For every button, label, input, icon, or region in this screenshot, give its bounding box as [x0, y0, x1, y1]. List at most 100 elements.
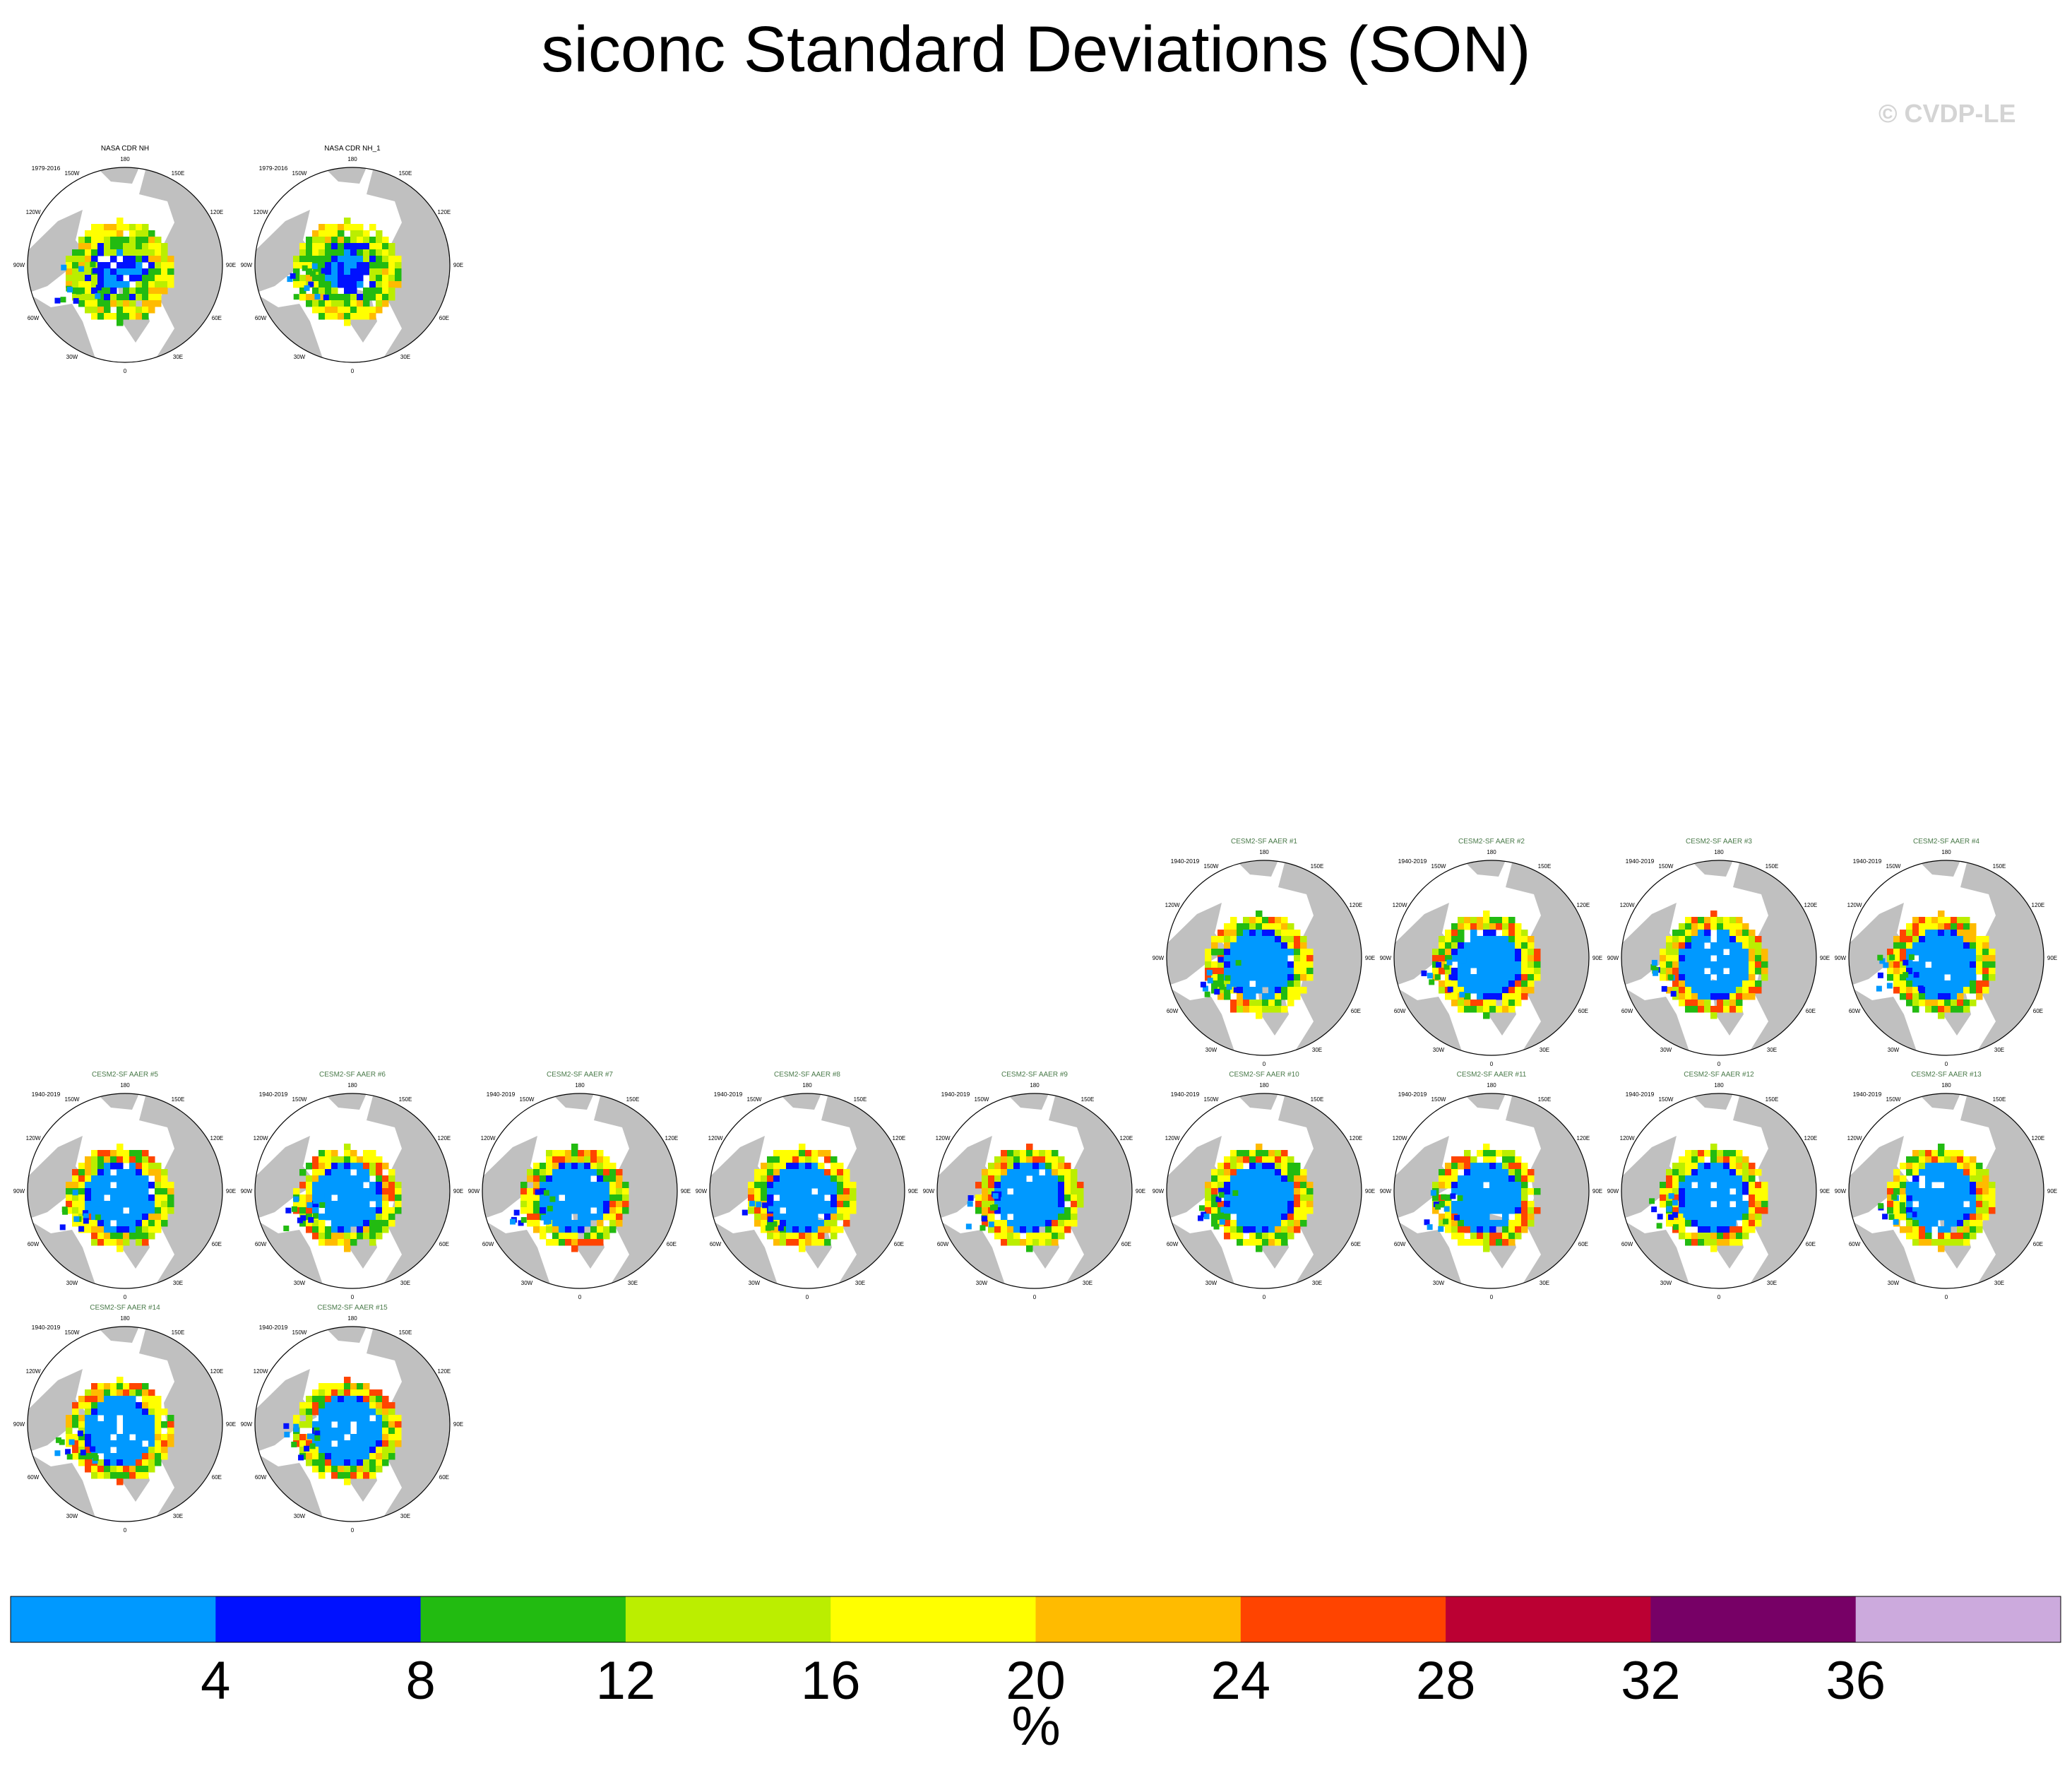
ice-cell [299, 1201, 306, 1208]
ice-cell [136, 1447, 143, 1454]
ice-cell [104, 230, 111, 237]
ice-cell [1470, 1207, 1477, 1214]
ice-cell [325, 1434, 332, 1441]
ice-cell [310, 271, 316, 277]
ice-cell [1483, 930, 1490, 937]
ice-cell [1470, 1226, 1477, 1233]
ice-cell [805, 1226, 812, 1233]
ice-cell [754, 1214, 761, 1221]
ice-cell [382, 1214, 389, 1221]
ice-cell [142, 1156, 149, 1163]
ice-cell [1951, 1175, 1958, 1182]
ice-cell [1432, 955, 1439, 962]
ice-cell [376, 1194, 383, 1202]
ice-cell [129, 249, 136, 256]
ice-cell [1464, 942, 1471, 949]
ice-cell [1925, 1188, 1932, 1195]
ice-cell [1951, 1239, 1958, 1246]
ice-cell [363, 1150, 370, 1157]
ice-cell [376, 1421, 383, 1428]
ice-cell [1432, 949, 1439, 956]
ice-cell [344, 1402, 351, 1409]
ice-cell [1963, 955, 1970, 962]
ice-cell [1039, 1214, 1046, 1221]
ice-cell [616, 1194, 623, 1202]
ice-cell [1912, 993, 1919, 1000]
ice-cell [325, 281, 332, 288]
ice-cell [584, 1188, 591, 1195]
ice-cell [1256, 1214, 1263, 1221]
ice-cell [123, 1428, 130, 1435]
ice-cell [1237, 1150, 1244, 1157]
ice-cell [1451, 1000, 1458, 1007]
ice-cell [148, 1214, 155, 1221]
ice-cell [616, 1175, 623, 1182]
lon-label: 60E [212, 1241, 222, 1247]
ice-cell [1717, 1169, 1724, 1176]
ice-cell [540, 1169, 547, 1176]
ice-cell [1052, 1156, 1059, 1163]
ice-cell [325, 1239, 332, 1246]
ice-cell [792, 1207, 799, 1214]
ice-cell [155, 1169, 162, 1176]
ice-cell [369, 1163, 376, 1170]
ice-cell [1925, 1239, 1932, 1246]
ice-cell [1976, 968, 1983, 975]
ice-cell [1521, 1207, 1528, 1214]
ice-cell [546, 1169, 553, 1176]
ice-cell [1217, 1163, 1225, 1170]
ice-cell [338, 1447, 345, 1454]
ice-cell [1679, 936, 1686, 943]
ice-cell [1464, 1169, 1471, 1176]
ice-cell [155, 1440, 162, 1447]
ice-cell [91, 1383, 98, 1390]
ice-cell [1989, 955, 1996, 962]
ice-cell [357, 1459, 364, 1466]
ice-cell [388, 1453, 395, 1460]
ice-cell [142, 1239, 149, 1246]
ice-cell [1717, 936, 1724, 943]
ice-cell [123, 1383, 130, 1390]
ice-cell [382, 249, 389, 256]
ice-cell [1502, 942, 1509, 949]
ice-cell [994, 1233, 1001, 1240]
polar-map: 180150E120E90E60E30E030W60W90W120W150WCE… [923, 1071, 1145, 1300]
ice-cell [1515, 923, 1522, 930]
ice-cell [767, 1169, 774, 1176]
ice-cell [117, 1220, 124, 1227]
ice-cell [1032, 1188, 1040, 1195]
ice-cell [571, 1194, 578, 1202]
ice-cell [363, 1440, 370, 1447]
ice-cell [97, 1226, 105, 1233]
ice-cell [1931, 1169, 1939, 1176]
ice-cell [1951, 1163, 1958, 1170]
ice-cell [1256, 1150, 1263, 1157]
ice-cell [325, 230, 332, 237]
ice-cell [756, 1202, 762, 1208]
ice-cell [376, 1409, 383, 1416]
ice-cell [1287, 1156, 1294, 1163]
ice-cell [1742, 1201, 1749, 1208]
ice-cell [357, 281, 364, 288]
ice-cell [1026, 1245, 1033, 1252]
ice-cell [338, 294, 345, 301]
ice-cell [1001, 1188, 1008, 1195]
ice-cell [110, 243, 117, 250]
ice-cell [376, 1466, 383, 1473]
ice-cell [571, 1207, 578, 1214]
ice-cell [306, 294, 313, 301]
ice-cell [1294, 936, 1301, 943]
ice-cell [72, 275, 79, 282]
ice-cell [1717, 949, 1724, 956]
lon-label: 60E [439, 1241, 449, 1247]
ice-cell [773, 1226, 780, 1233]
ice-cell [1755, 955, 1762, 962]
ice-cell [1477, 987, 1484, 994]
ice-cell [1013, 1239, 1020, 1246]
lon-label: 150E [399, 1329, 412, 1336]
ice-cell [1957, 936, 1964, 943]
ice-cell [540, 1201, 547, 1208]
ice-cell [1951, 980, 1958, 988]
ice-cell [1944, 1226, 1951, 1233]
ice-cell [1957, 980, 1964, 988]
